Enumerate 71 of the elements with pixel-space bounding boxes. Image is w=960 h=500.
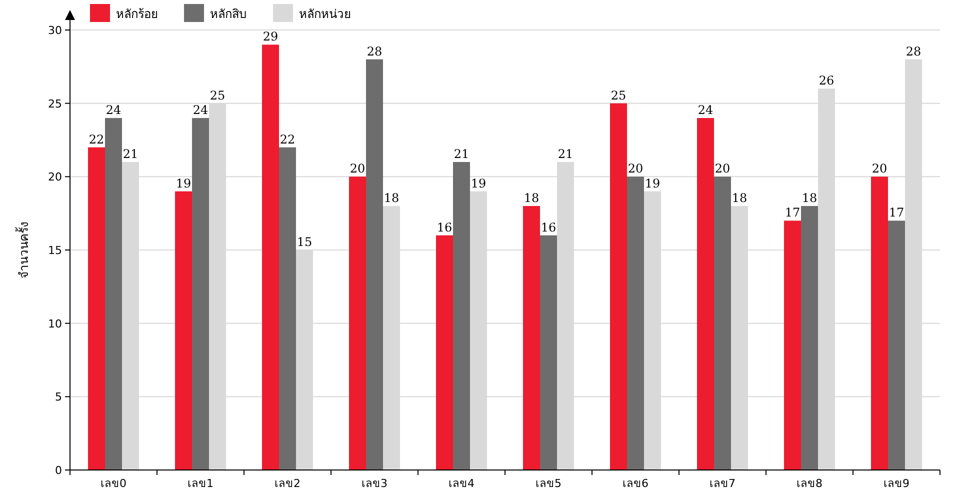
data-label: 22 <box>88 132 104 146</box>
data-label: 17 <box>784 206 800 220</box>
data-label: 20 <box>714 162 730 176</box>
data-label: 18 <box>524 191 540 205</box>
y-tick-label: 15 <box>48 244 62 257</box>
data-label: 18 <box>802 191 818 205</box>
data-label: 24 <box>192 103 208 117</box>
x-tick-label: เลข3 <box>362 477 388 490</box>
bar <box>697 118 714 470</box>
data-label: 20 <box>350 162 366 176</box>
bar <box>262 44 279 470</box>
bar <box>714 176 731 470</box>
bar <box>175 191 192 470</box>
y-tick-label: 25 <box>48 97 62 110</box>
bar <box>888 220 905 470</box>
legend-label: หลักสิบ <box>210 7 247 21</box>
bar <box>453 162 470 470</box>
x-tick-label: เลข1 <box>188 477 214 490</box>
x-tick-label: เลข4 <box>448 477 474 490</box>
data-label: 18 <box>732 191 748 205</box>
data-label: 24 <box>698 103 714 117</box>
legend-label: หลักร้อย <box>116 7 158 21</box>
bar <box>279 147 296 470</box>
x-tick-label: เลข9 <box>884 477 910 490</box>
bar <box>366 59 383 470</box>
bar <box>540 235 557 470</box>
y-tick-label: 0 <box>55 464 62 477</box>
data-label: 28 <box>906 44 922 58</box>
data-label: 26 <box>818 74 834 88</box>
y-tick-label: 30 <box>48 24 62 37</box>
bar <box>105 118 122 470</box>
y-tick-label: 20 <box>48 170 62 184</box>
bar <box>610 103 627 470</box>
x-tick-label: เลข5 <box>536 477 562 490</box>
x-tick-label: เลข7 <box>710 477 736 490</box>
data-label: 19 <box>176 176 192 190</box>
bar <box>436 235 453 470</box>
data-label: 29 <box>262 30 278 44</box>
data-label: 20 <box>628 162 644 176</box>
data-label: 16 <box>540 220 556 234</box>
data-label: 21 <box>122 147 138 161</box>
data-label: 24 <box>106 103 122 117</box>
data-label: 20 <box>872 162 888 176</box>
bar <box>192 118 209 470</box>
bar <box>801 206 818 470</box>
data-label: 21 <box>454 147 470 161</box>
x-tick-label: เลข8 <box>796 477 822 490</box>
bar <box>88 147 105 470</box>
data-label: 21 <box>558 147 574 161</box>
x-tick-label: เลข0 <box>100 477 126 490</box>
x-tick-label: เลข2 <box>274 477 300 490</box>
data-label: 28 <box>366 44 382 58</box>
y-tick-label: 5 <box>55 390 62 404</box>
bar <box>349 176 366 470</box>
data-label: 19 <box>644 176 660 190</box>
data-label: 25 <box>610 88 626 102</box>
data-label: 19 <box>470 176 486 190</box>
y-axis-title: จำนวนครั้ง <box>15 222 31 278</box>
legend-label: หลักหน่วย <box>299 7 351 21</box>
bar <box>871 176 888 470</box>
bar <box>627 176 644 470</box>
data-label: 18 <box>384 191 400 205</box>
x-tick-label: เลข6 <box>622 477 648 490</box>
data-label: 17 <box>888 206 904 220</box>
data-label: 15 <box>296 235 312 249</box>
y-tick-label: 10 <box>48 317 62 330</box>
data-label: 16 <box>436 220 452 234</box>
data-label: 22 <box>280 132 296 146</box>
data-label: 25 <box>210 88 226 102</box>
bar <box>784 220 801 470</box>
bar <box>523 206 540 470</box>
